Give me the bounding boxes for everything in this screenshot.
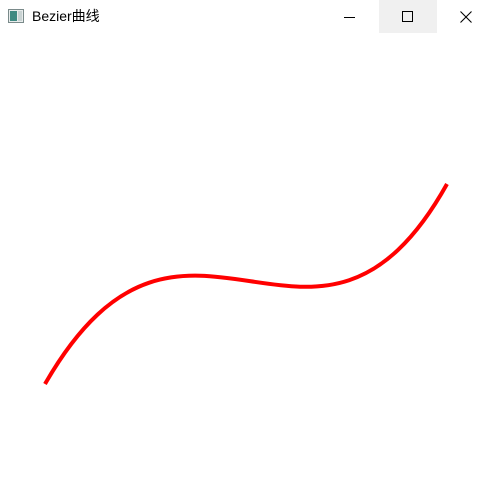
minimize-icon — [344, 16, 355, 18]
maximize-icon — [402, 10, 413, 22]
drawing-canvas[interactable] — [0, 33, 486, 486]
close-icon — [460, 10, 472, 23]
bezier-curve — [43, 183, 449, 385]
app-window-icon[interactable] — [8, 9, 24, 23]
minimize-button[interactable] — [321, 0, 379, 33]
maximize-button[interactable] — [379, 0, 437, 33]
title-bar[interactable]: Bezier曲线 — [0, 0, 486, 33]
window-title: Bezier曲线 — [32, 8, 100, 24]
close-button[interactable] — [437, 0, 486, 33]
